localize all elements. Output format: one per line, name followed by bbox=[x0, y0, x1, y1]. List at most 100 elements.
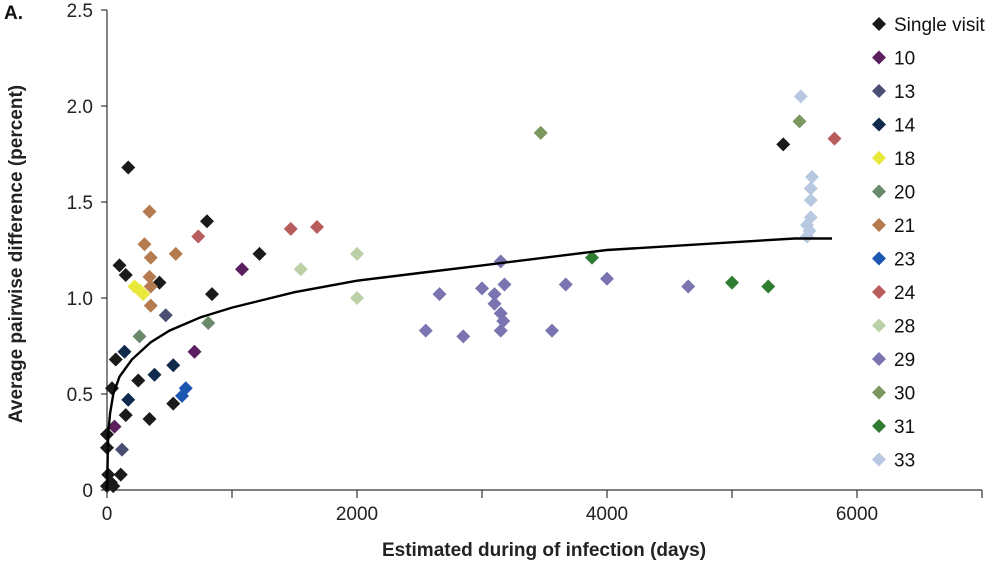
data-point bbox=[178, 381, 193, 396]
legend-label: 20 bbox=[894, 183, 915, 204]
y-tick-label: 2.5 bbox=[67, 1, 93, 22]
series-14 bbox=[793, 89, 819, 244]
legend-label: 14 bbox=[894, 116, 916, 137]
data-point bbox=[283, 221, 298, 236]
data-point bbox=[350, 246, 364, 261]
data-point bbox=[142, 269, 157, 284]
legend-label: Single visit bbox=[894, 15, 986, 36]
data-point bbox=[681, 279, 696, 294]
series-4 bbox=[117, 344, 181, 407]
data-point bbox=[115, 442, 129, 457]
x-tick-label: 6000 bbox=[836, 504, 878, 525]
data-point bbox=[158, 308, 173, 323]
data-point bbox=[293, 262, 308, 277]
data-point bbox=[100, 427, 114, 442]
data-point bbox=[143, 279, 158, 294]
data-point bbox=[761, 279, 776, 294]
y-axis: 0 0.5 1.0 1.5 2.0 2.5 bbox=[67, 1, 108, 502]
data-point bbox=[776, 137, 791, 152]
data-point bbox=[137, 237, 152, 252]
legend-item: 28 bbox=[872, 317, 915, 338]
data-point bbox=[487, 296, 502, 311]
data-point bbox=[803, 210, 818, 225]
data-point bbox=[121, 160, 136, 175]
fit-curve bbox=[105, 237, 832, 491]
data-point bbox=[142, 204, 157, 219]
legend-item: 10 bbox=[872, 49, 915, 70]
data-point bbox=[803, 181, 818, 196]
legend-marker bbox=[872, 318, 886, 333]
data-point bbox=[107, 419, 122, 434]
legend-marker bbox=[872, 218, 886, 232]
data-points bbox=[100, 89, 842, 494]
data-point bbox=[168, 246, 183, 261]
legend-item: 33 bbox=[872, 451, 915, 472]
legend-label: 10 bbox=[894, 49, 915, 70]
series-13 bbox=[585, 250, 776, 294]
x-axis: 0 2000 4000 6000 bbox=[102, 489, 983, 525]
data-point bbox=[558, 277, 573, 292]
legend-marker bbox=[872, 151, 886, 165]
y-tick-label: 0 bbox=[82, 481, 93, 502]
legend-item: 30 bbox=[872, 384, 915, 405]
legend-item: 29 bbox=[872, 350, 915, 371]
data-point bbox=[132, 329, 147, 344]
data-point bbox=[545, 323, 559, 338]
legend-label: 24 bbox=[894, 283, 916, 304]
data-point bbox=[496, 314, 511, 329]
data-point bbox=[725, 275, 739, 290]
legend-item: 21 bbox=[872, 216, 915, 237]
data-point bbox=[235, 262, 249, 277]
data-point bbox=[827, 131, 842, 146]
data-point bbox=[792, 114, 807, 129]
data-point bbox=[112, 258, 127, 273]
x-tick-label: 2000 bbox=[336, 504, 378, 525]
data-point bbox=[121, 392, 136, 407]
data-point bbox=[136, 287, 151, 302]
data-point bbox=[143, 250, 158, 265]
data-point bbox=[113, 467, 128, 482]
series-7 bbox=[137, 204, 183, 313]
legend-marker bbox=[872, 452, 886, 467]
series-9 bbox=[191, 131, 842, 244]
series-11 bbox=[418, 254, 696, 344]
legend-item: 13 bbox=[872, 82, 915, 103]
data-point bbox=[493, 254, 508, 269]
legend-marker bbox=[872, 419, 886, 433]
x-tick-label: 4000 bbox=[586, 504, 628, 525]
data-point bbox=[143, 298, 158, 313]
series-2 bbox=[107, 262, 249, 434]
data-point bbox=[600, 271, 614, 286]
legend-marker bbox=[872, 184, 886, 199]
x-axis-title: Estimated during of infection (days) bbox=[382, 540, 706, 561]
data-point bbox=[432, 287, 447, 302]
legend-marker bbox=[872, 352, 886, 366]
data-point bbox=[350, 291, 364, 305]
legend-item: Single visit bbox=[872, 15, 986, 36]
legend-label: 21 bbox=[894, 216, 915, 237]
legend: Single visit 10 13 14 18 20 21 23 24 28 29 30 31 33 bbox=[872, 15, 986, 472]
legend-marker bbox=[872, 17, 886, 31]
data-point bbox=[418, 323, 433, 338]
y-tick-label: 2.0 bbox=[67, 97, 93, 118]
legend-marker bbox=[872, 117, 886, 132]
series-10 bbox=[293, 246, 364, 305]
legend-label: 23 bbox=[894, 250, 915, 271]
legend-item: 20 bbox=[872, 183, 915, 204]
data-point bbox=[475, 281, 489, 296]
data-point bbox=[802, 223, 817, 238]
data-point bbox=[131, 373, 146, 388]
legend-label: 33 bbox=[894, 451, 915, 472]
data-point bbox=[147, 367, 162, 382]
legend-item: 14 bbox=[872, 116, 916, 137]
y-tick-label: 1.5 bbox=[67, 193, 93, 214]
data-point bbox=[187, 344, 202, 359]
data-point bbox=[106, 479, 121, 494]
series-6 bbox=[132, 315, 216, 344]
data-point bbox=[118, 408, 133, 423]
data-point bbox=[805, 170, 819, 185]
data-point bbox=[310, 219, 324, 234]
legend-marker bbox=[872, 385, 886, 400]
data-point bbox=[200, 214, 214, 229]
